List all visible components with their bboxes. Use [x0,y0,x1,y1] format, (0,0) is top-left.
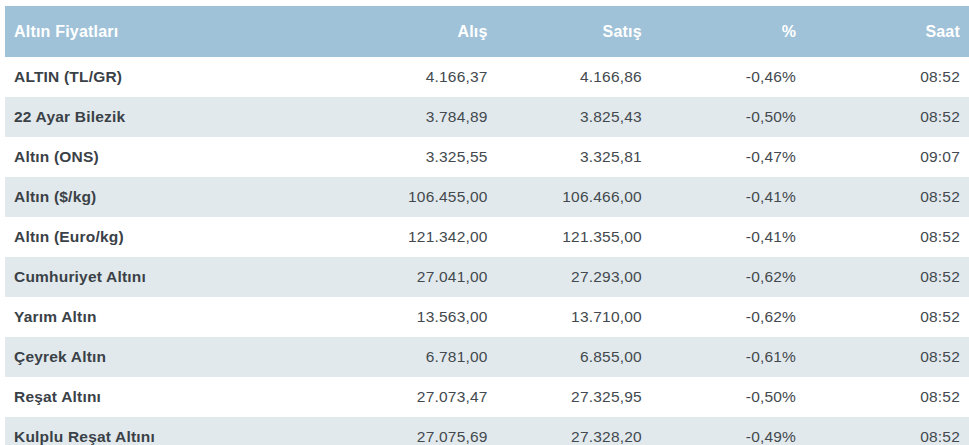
time-value: 08:52 [805,257,969,297]
sell-value: 27.325,95 [497,377,651,417]
buy-value: 27.075,69 [294,417,496,445]
buy-value: 3.325,55 [294,137,496,177]
table-row: 22 Ayar Bilezik 3.784,89 3.825,43 -0,50%… [5,97,969,137]
table-row: Altın ($/kg) 106.455,00 106.466,00 -0,41… [5,177,969,217]
row-label: Altın (ONS) [5,137,294,177]
change-percent: -0,41% [651,177,805,217]
time-value: 08:52 [805,297,969,337]
sell-value: 3.825,43 [497,97,651,137]
change-percent: -0,47% [651,137,805,177]
row-label: Altın (Euro/kg) [5,217,294,257]
sell-value: 4.166,86 [497,57,651,97]
table-row: Kulplu Reşat Altını 27.075,69 27.328,20 … [5,417,969,445]
change-percent: -0,41% [651,217,805,257]
time-value: 08:52 [805,97,969,137]
sell-value: 27.293,00 [497,257,651,297]
sell-value: 3.325,81 [497,137,651,177]
column-header-time: Saat [805,6,969,57]
column-header-sell: Satış [497,6,651,57]
buy-value: 13.563,00 [294,297,496,337]
table-row: Altın (ONS) 3.325,55 3.325,81 -0,47% 09:… [5,137,969,177]
buy-value: 6.781,00 [294,337,496,377]
sell-value: 13.710,00 [497,297,651,337]
table-header: Altın Fiyatları Alış Satış % Saat [5,6,969,57]
time-value: 08:52 [805,217,969,257]
sell-value: 27.328,20 [497,417,651,445]
row-label: 22 Ayar Bilezik [5,97,294,137]
table-row: Reşat Altını 27.073,47 27.325,95 -0,50% … [5,377,969,417]
column-header-percent: % [651,6,805,57]
change-percent: -0,61% [651,337,805,377]
change-percent: -0,49% [651,417,805,445]
column-header-title: Altın Fiyatları [5,6,294,57]
row-label: Reşat Altını [5,377,294,417]
change-percent: -0,62% [651,297,805,337]
buy-value: 106.455,00 [294,177,496,217]
time-value: 08:52 [805,177,969,217]
row-label: Yarım Altın [5,297,294,337]
buy-value: 121.342,00 [294,217,496,257]
row-label: Altın ($/kg) [5,177,294,217]
gold-prices-table: Altın Fiyatları Alış Satış % Saat ALTIN … [5,6,969,445]
buy-value: 27.041,00 [294,257,496,297]
time-value: 08:52 [805,417,969,445]
sell-value: 6.855,00 [497,337,651,377]
time-value: 09:07 [805,137,969,177]
row-label: Çeyrek Altın [5,337,294,377]
buy-value: 27.073,47 [294,377,496,417]
table-row: Çeyrek Altın 6.781,00 6.855,00 -0,61% 08… [5,337,969,377]
sell-value: 121.355,00 [497,217,651,257]
change-percent: -0,50% [651,377,805,417]
header-row: Altın Fiyatları Alış Satış % Saat [5,6,969,57]
time-value: 08:52 [805,377,969,417]
change-percent: -0,62% [651,257,805,297]
time-value: 08:52 [805,337,969,377]
change-percent: -0,46% [651,57,805,97]
time-value: 08:52 [805,57,969,97]
table-row: ALTIN (TL/GR) 4.166,37 4.166,86 -0,46% 0… [5,57,969,97]
change-percent: -0,50% [651,97,805,137]
row-label: Cumhuriyet Altını [5,257,294,297]
table-row: Altın (Euro/kg) 121.342,00 121.355,00 -0… [5,217,969,257]
row-label: Kulplu Reşat Altını [5,417,294,445]
gold-prices-widget: Altın Fiyatları Alış Satış % Saat ALTIN … [5,6,969,445]
sell-value: 106.466,00 [497,177,651,217]
buy-value: 3.784,89 [294,97,496,137]
column-header-buy: Alış [294,6,496,57]
buy-value: 4.166,37 [294,57,496,97]
table-body: ALTIN (TL/GR) 4.166,37 4.166,86 -0,46% 0… [5,57,969,445]
row-label: ALTIN (TL/GR) [5,57,294,97]
table-row: Cumhuriyet Altını 27.041,00 27.293,00 -0… [5,257,969,297]
table-row: Yarım Altın 13.563,00 13.710,00 -0,62% 0… [5,297,969,337]
